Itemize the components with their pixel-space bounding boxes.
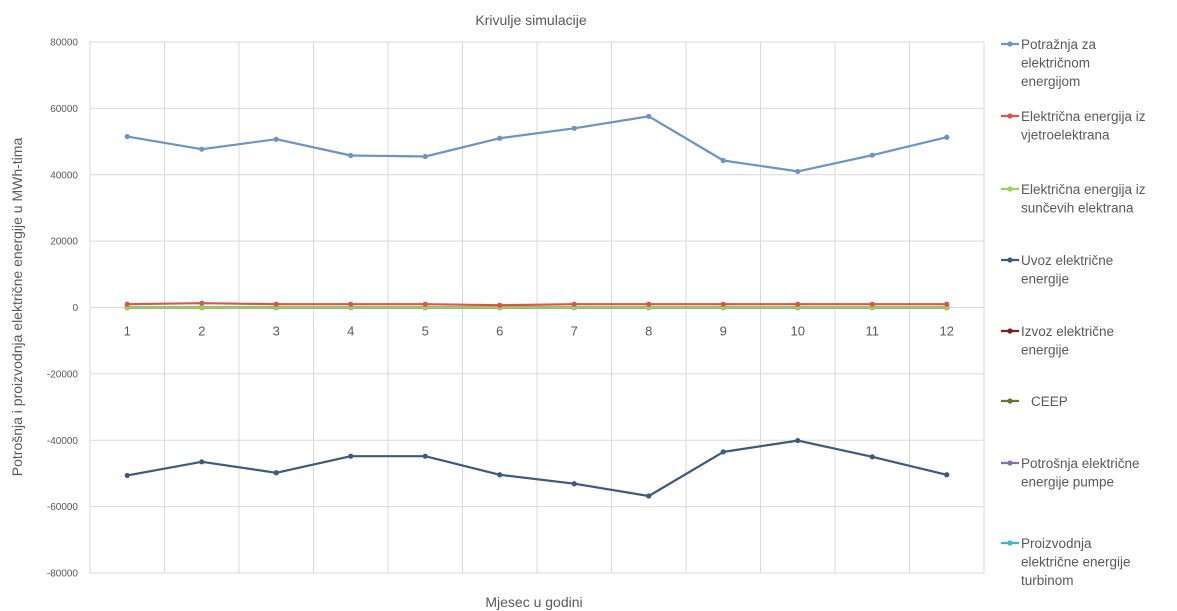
data-point [572,481,577,486]
data-point [348,454,353,459]
data-point [944,302,949,307]
legend-entry-4: Uvoz električne energije [1001,253,1113,287]
legend-entry-6: CEEP [1001,394,1068,409]
data-point [348,302,353,307]
data-point [348,153,353,158]
data-point [199,301,204,306]
legend-label: energije [1021,343,1069,358]
legend-entry-5: Izvoz električne energije [1001,324,1114,358]
x-tick-label: 10 [791,324,805,339]
legend-label: Proizvodnja [1021,536,1092,551]
data-point [721,302,726,307]
legend-label: energije pumpe [1021,475,1114,490]
legend-marker [1007,41,1012,46]
data-point [572,126,577,131]
legend-label: turbinom [1021,573,1074,588]
legend-label: Električna energija iz [1021,109,1146,124]
x-tick-label: 7 [571,324,578,339]
x-tick-label: 9 [720,324,727,339]
y-tick-label: 20000 [50,237,78,248]
legend-label: sunčevih elektrana [1021,201,1134,216]
y-tick-label: 80000 [50,38,78,49]
data-point [199,459,204,464]
legend-label: Uvoz električne [1021,253,1113,268]
data-point [125,302,130,307]
data-point [199,147,204,152]
data-point [870,302,875,307]
data-point [125,473,130,478]
x-tick-label: 3 [273,324,280,339]
y-axis-title: Potrošnja i proizvodnja električne energ… [9,138,25,477]
data-point [795,438,800,443]
legend-entry-7: Potrošnja električne energije pumpe [1001,456,1140,490]
data-point [423,154,428,159]
y-tick-label: 60000 [50,104,78,115]
data-point [944,135,949,140]
data-point [646,114,651,119]
legend-marker [1007,113,1012,118]
x-tick-label: 8 [645,324,652,339]
x-tick-label: 2 [198,324,205,339]
data-point [423,454,428,459]
legend-marker [1007,186,1012,191]
data-point [572,302,577,307]
legend-label: energijom [1021,74,1080,89]
y-tick-label: 40000 [50,170,78,181]
legend-marker [1007,257,1012,262]
x-tick-label: 12 [940,324,954,339]
data-point [646,302,651,307]
x-tick-label: 5 [422,324,429,339]
legend: Potražnja za električnom energijom Električ… [1001,37,1146,588]
x-tick-label: 6 [496,324,503,339]
data-point [870,454,875,459]
y-tick-label: -80000 [47,569,79,580]
legend-entry-2: Električna energija iz vjetroelektrana [1001,109,1146,143]
data-point [125,134,130,139]
data-point [944,472,949,477]
y-tick-label: -20000 [47,369,79,380]
legend-marker [1007,460,1012,465]
data-point [274,470,279,475]
legend-label: vjetroelektrana [1021,128,1110,143]
y-tick-label: 0 [72,303,78,314]
legend-label: energije [1021,272,1069,287]
y-axis-ticks: 80000 60000 40000 20000 0 -20000 -40000 -60000 -… [47,38,79,580]
data-point [497,136,502,141]
data-point [795,302,800,307]
data-point [497,472,502,477]
legend-entry-1: Potražnja za električnom energijom [1001,37,1097,89]
legend-label: Potražnja za [1021,37,1097,52]
data-point [274,302,279,307]
data-point [870,153,875,158]
data-point [795,169,800,174]
legend-marker [1007,398,1012,403]
y-tick-label: -40000 [47,436,79,447]
x-axis-ticks: 1 2 3 4 5 6 7 8 9 10 11 12 [124,324,954,339]
data-point [646,493,651,498]
x-tick-label: 4 [347,324,354,339]
x-tick-label: 11 [866,324,880,339]
y-tick-label: -60000 [47,502,79,513]
x-axis-title: Mjesec u godini [485,594,582,610]
legend-marker [1007,540,1012,545]
legend-entry-8: Proizvodnja električne energije turbinom [1001,536,1131,588]
data-point [274,137,279,142]
data-point [721,449,726,454]
data-point [497,303,502,308]
x-tick-label: 1 [124,324,131,339]
legend-marker [1007,328,1012,333]
legend-label: Izvoz električne [1021,324,1114,339]
data-point [423,302,428,307]
data-point [721,158,726,163]
legend-label: električne energije [1021,555,1131,570]
legend-label: Potrošnja električne [1021,456,1140,471]
legend-label: CEEP [1031,394,1068,409]
legend-label: Električna energija iz [1021,182,1146,197]
legend-label: električnom [1021,56,1090,71]
legend-entry-3: Električna energija iz sunčevih elektrana [1001,182,1146,216]
chart-title: Krivulje simulacije [475,12,586,28]
